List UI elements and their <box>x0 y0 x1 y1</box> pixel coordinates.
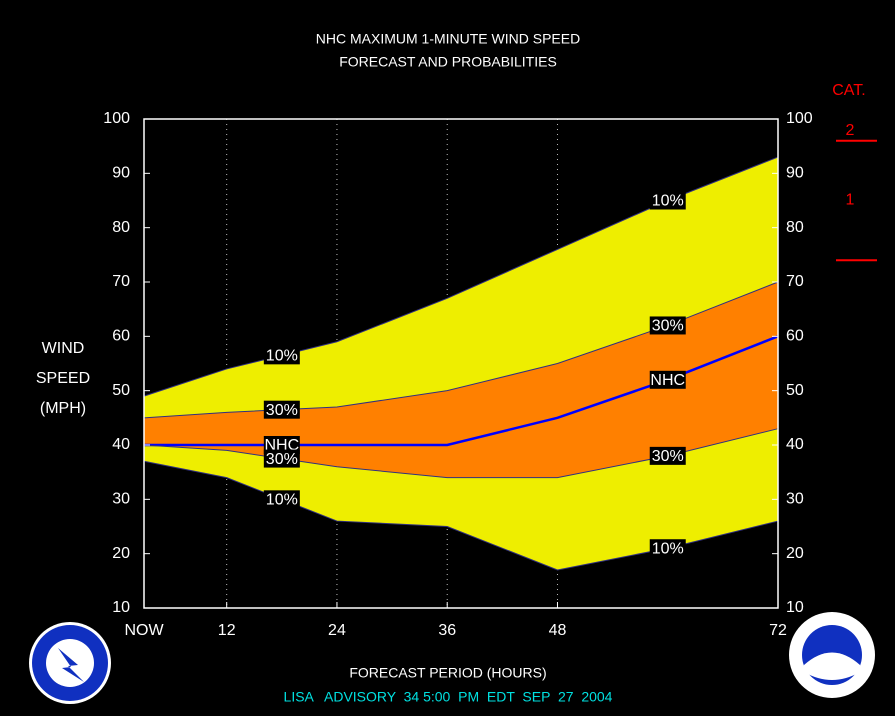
label-box <box>263 490 300 509</box>
y-axis-label: WIND <box>42 340 85 357</box>
x-tick-label: 24 <box>328 622 346 639</box>
label-box <box>263 436 300 454</box>
label-box <box>649 370 686 389</box>
label-box <box>263 449 300 468</box>
nws-logo <box>29 622 111 704</box>
label-box <box>649 539 686 558</box>
y-axis-label: SPEED <box>36 370 90 387</box>
label-text: 30% <box>652 448 684 465</box>
y2-tick-label: 60 <box>786 328 804 345</box>
label-text: 10% <box>266 348 298 365</box>
series-label: 10% <box>263 346 300 365</box>
y-axis-label: (MPH) <box>40 400 86 417</box>
y2-tick-label: 100 <box>786 110 813 127</box>
x-axis-label: FORECAST PERIOD (HOURS) <box>349 665 546 681</box>
series-label: 30% <box>649 316 686 335</box>
x-tick-label: NOW <box>124 622 164 639</box>
y-tick-label: 90 <box>112 165 130 182</box>
series-label: 10% <box>649 191 686 210</box>
label-box <box>263 400 300 419</box>
y2-tick-label: 70 <box>786 273 804 290</box>
y-tick-label: 50 <box>112 382 130 399</box>
label-box <box>649 446 686 465</box>
y2-tick-label: 20 <box>786 545 804 562</box>
y2-tick-label: 50 <box>786 382 804 399</box>
y-tick-label: 20 <box>112 545 130 562</box>
y-tick-label: 100 <box>103 110 130 127</box>
series-label: NHC <box>649 370 686 389</box>
footer: LISA ADVISORY 34 5:00 PM EDT SEP 27 2004 <box>284 689 613 705</box>
label-text: 10% <box>266 492 298 509</box>
label-text: 30% <box>652 318 684 335</box>
x-tick-label: 36 <box>438 622 456 639</box>
y-tick-label: 80 <box>112 219 130 236</box>
y2-tick-label: 90 <box>786 165 804 182</box>
label-box <box>649 191 686 210</box>
series-label: 30% <box>263 400 300 419</box>
y2-tick-label: 10 <box>786 599 804 616</box>
y-tick-label: 30 <box>112 491 130 508</box>
category-label: 2 <box>846 122 855 139</box>
y-tick-label: 60 <box>112 328 130 345</box>
label-text: 10% <box>652 540 684 557</box>
x-tick-label: 72 <box>769 622 787 639</box>
plot-border <box>143 118 779 609</box>
category-title: CAT. <box>832 82 865 99</box>
series-label: 10% <box>649 539 686 558</box>
label-text: 30% <box>266 402 298 419</box>
series-label: 30% <box>263 449 300 468</box>
label-text: 10% <box>652 193 684 210</box>
series-label: 10% <box>263 490 300 509</box>
category-label: 1 <box>846 192 855 209</box>
band-10 <box>144 157 778 570</box>
y-tick-label: 40 <box>112 436 130 453</box>
chart-subtitle: FORECAST AND PROBABILITIES <box>339 54 557 70</box>
x-tick-label: 48 <box>549 622 567 639</box>
y-tick-label: 70 <box>112 273 130 290</box>
band-30 <box>144 282 778 478</box>
y-tick-label: 10 <box>112 599 130 616</box>
chart-title: NHC MAXIMUM 1-MINUTE WIND SPEED <box>316 31 580 47</box>
y2-tick-label: 40 <box>786 436 804 453</box>
y2-tick-label: 80 <box>786 219 804 236</box>
y2-tick-label: 30 <box>786 491 804 508</box>
series-label: 30% <box>649 446 686 465</box>
label-text: 30% <box>266 451 298 468</box>
x-tick-label: 12 <box>218 622 236 639</box>
noaa-logo <box>789 612 875 698</box>
label-box <box>263 346 300 365</box>
label-box <box>649 316 686 335</box>
label-text: NHC <box>650 372 685 389</box>
